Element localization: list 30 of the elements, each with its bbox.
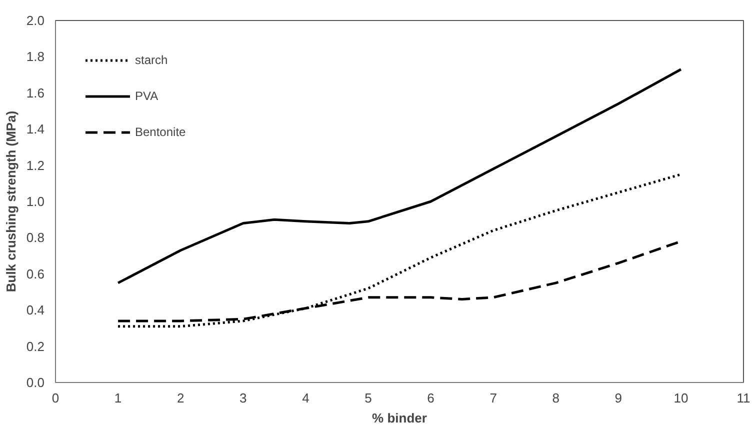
y-tick-label: 0.2 <box>26 338 45 354</box>
legend-label: Bentonite <box>135 125 186 139</box>
y-axis-title: Bulk crushing strength (MPa) <box>3 110 18 292</box>
x-tick-label: 1 <box>114 390 122 406</box>
y-tick-label: 1.0 <box>26 194 45 209</box>
x-tick-label: 9 <box>614 390 622 406</box>
x-tick-label: 2 <box>176 390 184 406</box>
y-tick-label: 0.6 <box>26 266 45 282</box>
y-tick-label: 1.6 <box>26 85 45 100</box>
x-tick-label: 3 <box>240 390 247 406</box>
y-tick-label: 1.4 <box>26 122 45 137</box>
x-tick-label: 10 <box>674 390 688 406</box>
y-tick-label: 0.8 <box>26 230 45 246</box>
x-tick-label: 6 <box>427 390 434 406</box>
x-axis-title: % binder <box>372 410 427 426</box>
x-tick-label: 4 <box>302 390 310 406</box>
x-tick-label: 11 <box>736 390 750 406</box>
y-tick-label: 1.2 <box>26 158 45 173</box>
y-tick-label: 0.0 <box>26 375 45 390</box>
x-tick-label: 0 <box>52 390 60 406</box>
x-tick-label: 5 <box>364 390 372 406</box>
legend-label: PVA <box>135 89 158 103</box>
x-tick-label: 8 <box>552 390 560 406</box>
line-series <box>116 68 682 284</box>
y-tick-label: 1.8 <box>26 49 45 64</box>
y-tick-label: 2.0 <box>26 13 45 28</box>
y-tick-label: 0.4 <box>26 302 45 318</box>
legend-label: starch <box>135 53 168 67</box>
x-tick-label: 7 <box>490 390 497 406</box>
line-series <box>116 173 682 328</box>
